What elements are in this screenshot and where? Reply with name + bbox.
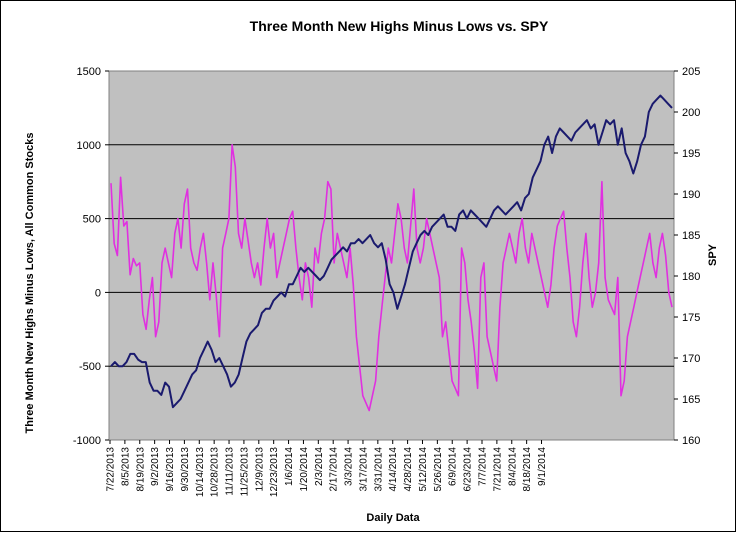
right-tick-label: 195: [682, 148, 700, 160]
left-tick-label: 1000: [77, 140, 101, 152]
x-tick-label: 6/9/2014: [448, 447, 459, 486]
x-tick-label: 1/6/2014: [284, 447, 295, 486]
right-axis-title: SPY: [707, 243, 719, 266]
chart-title: Three Month New Highs Minus Lows vs. SPY: [250, 18, 549, 34]
left-tick-label: 500: [83, 214, 101, 226]
x-tick-label: 8/4/2014: [507, 447, 518, 486]
right-tick-label: 200: [682, 107, 700, 119]
x-axis-ticks: 7/22/2013 8/5/2013 8/19/2013 9/2/2013 9/16/2…: [106, 440, 548, 497]
right-tick-label: 160: [682, 435, 700, 447]
series-line-highs-minus-lows: [110, 144, 673, 412]
x-tick-label: 9/30/2013: [180, 447, 191, 492]
x-tick-label: 10/14/2013: [195, 447, 206, 497]
x-tick-label: 1/20/2014: [299, 447, 310, 492]
x-tick-label: 3/31/2014: [373, 447, 384, 492]
x-tick-label: 3/3/2014: [344, 447, 355, 486]
gridlines: [109, 144, 674, 367]
right-tick-label: 180: [682, 271, 700, 283]
right-tick-label: 170: [682, 353, 700, 365]
series-line-spy: [110, 94, 673, 409]
x-tick-label: 5/26/2014: [433, 447, 444, 492]
right-tick-label: 190: [682, 189, 700, 201]
x-tick-label: 8/5/2013: [120, 447, 131, 486]
x-tick-label: 9/1/2014: [537, 447, 548, 486]
x-tick-label: 9/16/2013: [165, 447, 176, 492]
x-tick-label: 12/9/2013: [254, 447, 265, 492]
x-axis-title: Daily Data: [366, 512, 420, 524]
x-tick-label: 4/28/2014: [403, 447, 414, 492]
x-tick-label: 5/12/2014: [418, 447, 429, 492]
x-tick-label: 4/14/2014: [388, 447, 399, 492]
x-tick-label: 8/19/2013: [135, 447, 146, 492]
right-tick-label: 205: [682, 66, 700, 78]
x-tick-label: 8/18/2014: [522, 447, 533, 492]
x-tick-label: 11/11/2013: [225, 447, 236, 496]
x-tick-label: 2/17/2014: [329, 447, 340, 492]
x-tick-label: 2/3/2014: [314, 447, 325, 486]
x-tick-label: 12/23/2013: [269, 447, 280, 497]
x-tick-label: 6/23/2014: [463, 447, 474, 492]
left-tick-label: 1500: [77, 66, 101, 78]
series-layer: [110, 94, 673, 412]
right-tick-label: 165: [682, 394, 700, 406]
x-tick-label: 7/7/2014: [478, 447, 489, 486]
left-axis-title: Three Month New Highs Minus Lows, All Co…: [24, 133, 36, 434]
left-tick-label: 0: [95, 287, 101, 299]
right-tick-label: 185: [682, 230, 700, 242]
x-tick-label: 9/2/2013: [150, 447, 161, 486]
left-tick-label: -1000: [73, 435, 101, 447]
right-axis-ticks: 205 200 195 190 185 180 175 170 165 160: [674, 66, 700, 447]
x-tick-label: 11/25/2013: [239, 447, 250, 497]
x-tick-label: 7/22/2013: [106, 447, 117, 492]
left-axis-ticks: 1500 1000 500 0 -500 -1000: [73, 66, 109, 447]
x-tick-label: 7/21/2014: [492, 447, 503, 492]
left-tick-label: -500: [79, 361, 101, 373]
x-tick-label: 10/28/2013: [210, 447, 221, 497]
x-tick-label: 3/17/2014: [358, 447, 369, 492]
right-tick-label: 175: [682, 312, 700, 324]
